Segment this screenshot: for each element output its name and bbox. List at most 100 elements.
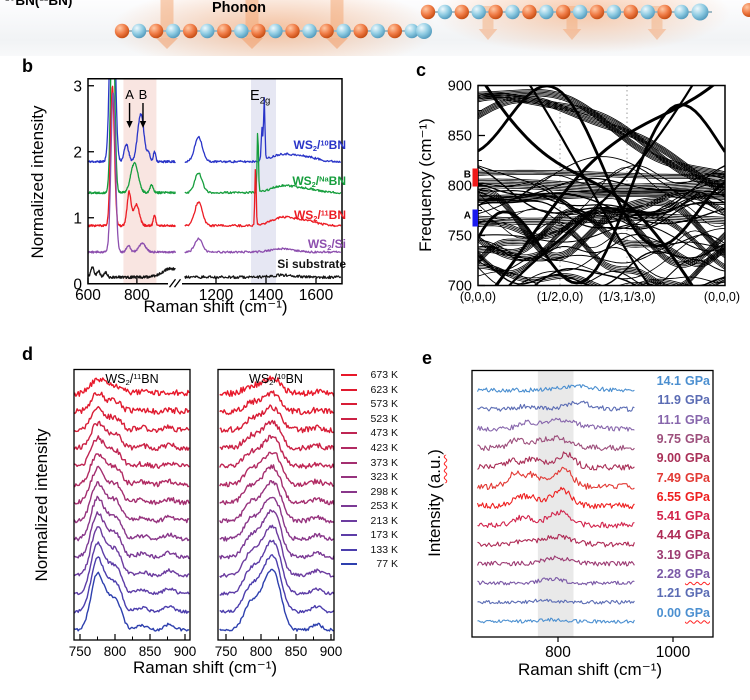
temperature-spectrum: [74, 377, 190, 397]
temperature-spectrum: [74, 511, 190, 560]
pressure-value: 0.00: [656, 605, 681, 620]
label-fragment: /: [129, 372, 134, 386]
spectrum-curve: [184, 273, 342, 280]
tick-label: 600: [75, 287, 101, 304]
boron-atom: [148, 23, 164, 39]
label-fragment: BN: [285, 372, 303, 386]
phonon-branch: [478, 216, 725, 222]
tick-label: 0: [73, 276, 82, 293]
label-fragment: 10: [276, 372, 286, 382]
phonon-arrowhead: [325, 38, 349, 49]
tick-label: 900: [448, 79, 472, 95]
pressure-unit: GPa: [684, 509, 710, 524]
phonon-branch: [478, 268, 725, 285]
phonon-branch: [478, 210, 725, 275]
phonon-branch: [478, 193, 725, 201]
temperature-spectrum: [219, 554, 334, 614]
phonon-branch: [508, 85, 694, 285]
spectrum-curve: [184, 169, 342, 228]
boron-atom: [217, 23, 232, 39]
tick-label: 750: [448, 229, 472, 245]
pressure-unit: GPa: [684, 567, 710, 581]
legend-item: 523 K: [341, 412, 398, 427]
label-fragment: WS: [307, 237, 328, 251]
label-fragment: BN: [328, 174, 346, 188]
label-fragment: 11: [320, 208, 329, 218]
legend-item: 623 K: [341, 383, 398, 398]
temperature-spectrum: [219, 509, 334, 560]
temperature-spectrum: [74, 571, 190, 632]
pressure-value: 6.55: [656, 489, 681, 504]
phonon-branch: [478, 243, 725, 285]
phonon-branch: [478, 228, 725, 280]
phonon-branch: [478, 213, 725, 219]
tick-label: 900: [320, 644, 343, 659]
phonon-branch: [478, 219, 725, 254]
phonon-arrow: [566, 6, 578, 29]
mode-marker-label: B: [464, 170, 471, 181]
atom-chains-canvas: [114, 0, 750, 49]
boron-atom: [285, 23, 300, 39]
temperature-spectrum: [219, 524, 334, 578]
axis-break-slash: [168, 278, 177, 288]
legend-item: 573 K: [341, 397, 398, 412]
temperature-spectrum: [219, 390, 334, 416]
label-fragment: WS: [292, 174, 312, 188]
phonon-branch: [478, 207, 725, 262]
pressure-spectrum: [477, 509, 635, 529]
pressure-unit: GPa: [684, 374, 710, 388]
pressure-spectrum: [477, 577, 635, 586]
pressure-unit: GPa: [684, 489, 710, 504]
temperature-spectrum: [219, 434, 334, 470]
phonon-arrowhead: [478, 29, 498, 40]
axis-break-slash: [173, 278, 182, 288]
phonon-arrow: [482, 6, 494, 29]
bn-isotope-label: ¹⁰BN(¹¹BN): [5, 0, 73, 8]
temperature-spectrum: [219, 404, 334, 434]
legend-label: 133 K: [370, 543, 398, 556]
pressure-spectrum: [476, 417, 635, 432]
temperature-legend: 673 K 623 K 573 K 523 K 473 K 423 K 373 K 323 K…: [341, 368, 398, 572]
boron-atom: [114, 23, 130, 39]
boron-atom: [657, 4, 672, 20]
panel-c-ylabel: Frequency (cm⁻¹): [416, 118, 435, 252]
curve-label: WS2/Si: [226, 237, 346, 252]
pressure-spectrum: [476, 466, 635, 491]
phonon-branch: [478, 215, 725, 221]
legend-item: 473 K: [341, 426, 398, 441]
legend-line: [341, 548, 357, 551]
label-fragment: Si substrate: [277, 257, 346, 271]
temperature-spectrum: [74, 526, 190, 578]
nitrogen-atom: [539, 4, 554, 20]
tick-label: 900: [174, 644, 197, 659]
legend-label: 213 K: [370, 514, 398, 527]
pressure-label: 3.19 GPa: [595, 548, 710, 562]
phonon-branch: [478, 95, 725, 184]
label-fragment: WS: [293, 208, 314, 222]
legend-line: [341, 505, 357, 508]
legend-item: 253 K: [341, 499, 398, 514]
legend-label: 253 K: [370, 500, 398, 513]
legend-label: 173 K: [370, 529, 398, 542]
panel-d-xlabel: Raman shift (cm⁻¹): [132, 658, 278, 677]
label-fragment: 2: [311, 179, 316, 189]
nitrogen-atom: [200, 23, 215, 39]
nitrogen-atom: [165, 23, 181, 39]
annotation-arrowhead: [126, 121, 133, 128]
pressure-unit: GPa: [684, 528, 710, 543]
pressure-label: 6.55 GPa: [595, 490, 710, 504]
curve-label: WS2/11BN: [226, 208, 346, 223]
phonon-arrowhead: [240, 38, 264, 49]
temperature-spectrum: [74, 391, 190, 415]
legend-item: 77 K: [341, 557, 398, 572]
boron-atom: [623, 4, 638, 20]
k-point-label: (0,0,0): [704, 290, 740, 304]
phonon-branch: [478, 169, 725, 175]
curve-label: Si substrate: [226, 257, 346, 271]
pressure-label: 11.9 GPa: [595, 393, 710, 407]
label-fragment: 2: [125, 377, 130, 387]
phonon-branch: [478, 93, 725, 176]
plot-frame: [471, 369, 714, 638]
phonon-branch: [533, 267, 725, 285]
